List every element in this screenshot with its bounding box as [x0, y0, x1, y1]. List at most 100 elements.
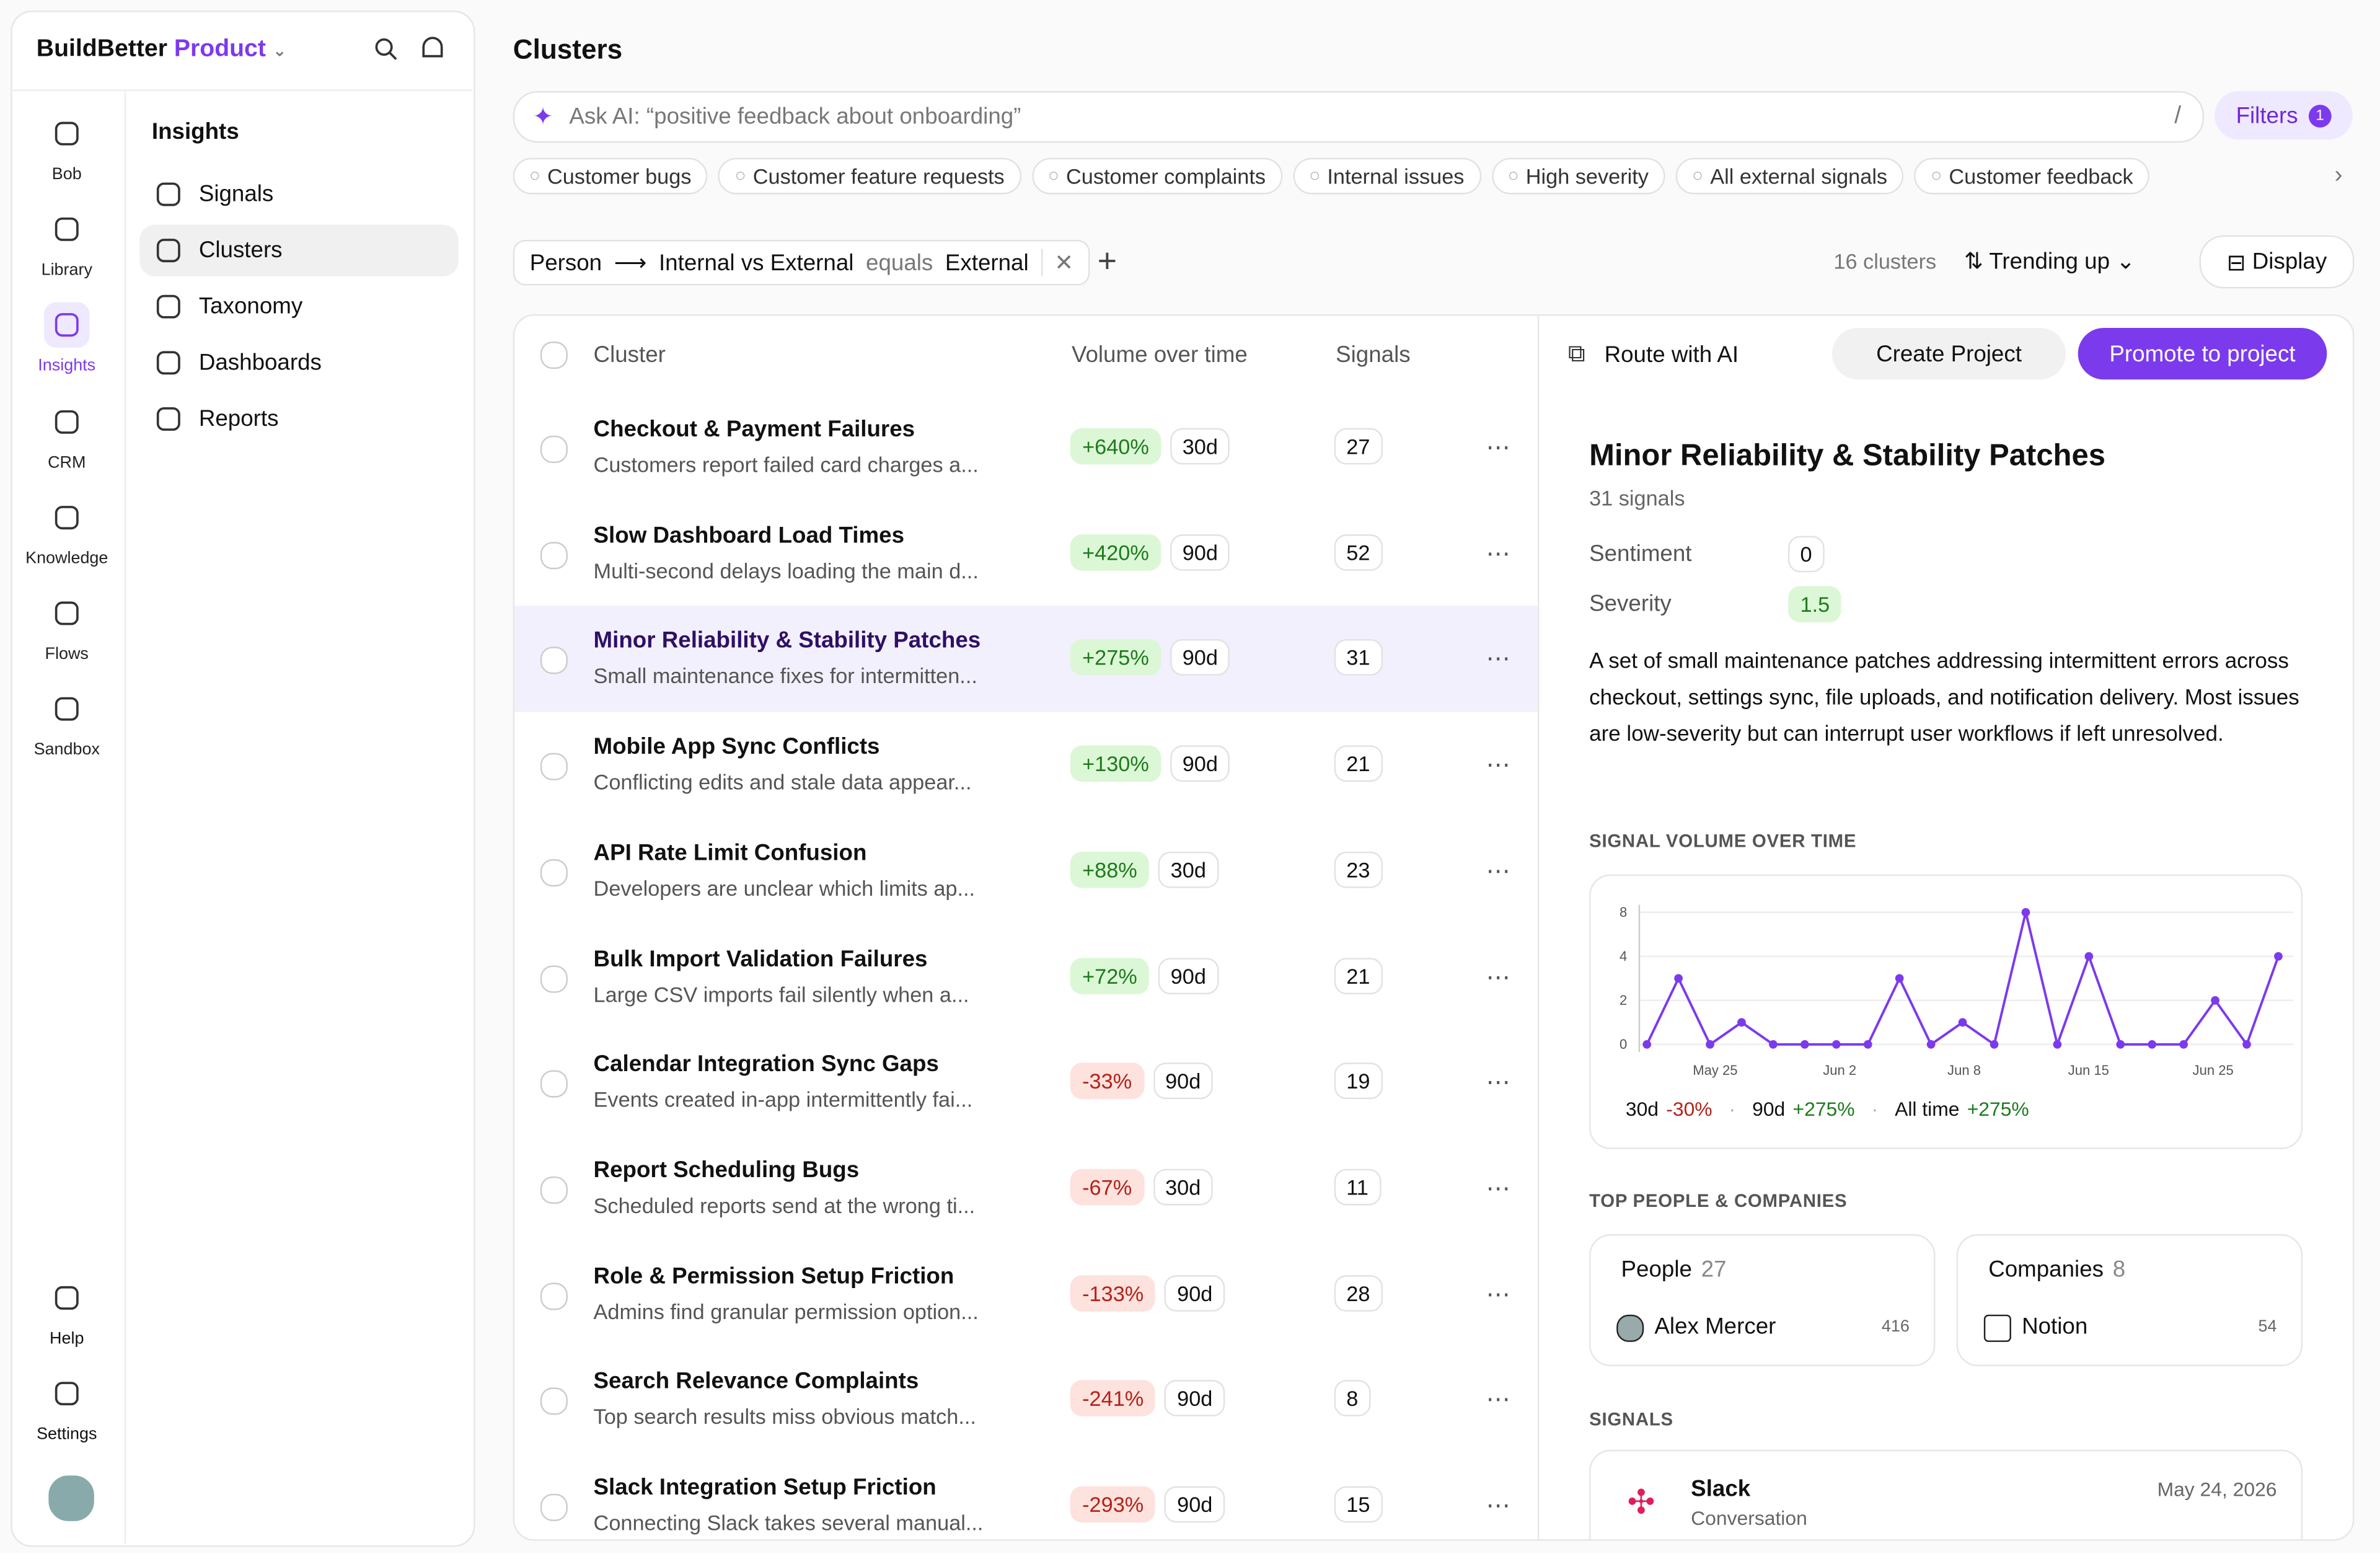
nav-label[interactable]: Insights	[38, 357, 96, 376]
cluster-desc: Admins find granular permission option..…	[593, 1299, 979, 1323]
x-tick-label: May 25	[1693, 1062, 1737, 1078]
header-icons[interactable]	[373, 37, 449, 64]
subnav-item[interactable]: Signals	[198, 181, 274, 208]
point	[1895, 974, 1904, 983]
row-menu[interactable]: ⋯	[1486, 435, 1510, 462]
checkbox[interactable]	[540, 342, 568, 369]
checkbox[interactable]	[540, 647, 568, 675]
add-filter[interactable]: +	[1097, 241, 1117, 280]
table-row[interactable]: Search Relevance Complaints Top search re…	[514, 1346, 1538, 1455]
volume: -293% 90d	[1070, 1486, 1374, 1523]
window-badge: 90d	[1165, 1486, 1225, 1523]
checkbox[interactable]	[540, 1282, 568, 1310]
shortcut: /	[2174, 103, 2182, 130]
checkbox[interactable]	[540, 435, 568, 463]
nav-label[interactable]: Settings	[37, 1425, 97, 1444]
row-menu[interactable]: ⋯	[1486, 1176, 1510, 1203]
change-badge: -133%	[1070, 1274, 1156, 1311]
cluster-title: Mobile App Sync Conflicts	[593, 734, 880, 760]
chip[interactable]: ◌ Customer feature requests	[718, 157, 1021, 195]
column-header: Cluster	[593, 342, 666, 368]
table-row[interactable]: Minor Reliability & Stability Patches Sma…	[514, 606, 1538, 714]
cluster-title: Calendar Integration Sync Gaps	[593, 1051, 939, 1078]
sort[interactable]: ⇅ Trending up ⌄	[1964, 249, 2136, 275]
table-row[interactable]: Slow Dashboard Load Times Multi-second de…	[514, 500, 1538, 609]
action-route[interactable]: Route with AI	[1604, 342, 1739, 368]
table-row[interactable]: Calendar Integration Sync Gaps Events cre…	[514, 1029, 1538, 1137]
card-label: People	[1621, 1256, 1692, 1283]
checkbox[interactable]	[540, 1071, 568, 1098]
action-promote[interactable]: Promote to project	[2078, 327, 2327, 380]
table-row[interactable]: Report Scheduling Bugs Scheduled reports …	[514, 1135, 1538, 1243]
filter-field: Person	[529, 249, 602, 276]
people-card[interactable]: People 27 Alex Mercer 416	[1589, 1234, 1936, 1367]
change-badge: -293%	[1070, 1486, 1156, 1523]
chip[interactable]: ◌ Customer bugs	[513, 157, 708, 195]
table-row[interactable]: API Rate Limit Confusion Developers are u…	[514, 818, 1538, 926]
checkbox[interactable]	[540, 1388, 568, 1416]
icon	[156, 407, 180, 431]
companies-card[interactable]: Companies 8 Notion 54	[1956, 1234, 2303, 1367]
chip[interactable]: ◌ All external signals	[1676, 157, 1905, 195]
content-card: Cluster Volume over time Signals Checkout &…	[513, 314, 2355, 1541]
table-row[interactable]: Slack Integration Setup Friction Connecti…	[514, 1452, 1538, 1540]
nav-label[interactable]: Bob	[51, 165, 82, 184]
filter[interactable]: Person ⟶ Internal vs External equals Extern…	[513, 239, 1091, 286]
subnav-title: Insights	[151, 119, 239, 145]
table-row[interactable]: Mobile App Sync Conflicts Conflicting edi…	[514, 712, 1538, 820]
checkbox[interactable]	[540, 1176, 568, 1204]
subnav-item[interactable]: Reports	[198, 406, 279, 432]
point	[2274, 952, 2283, 961]
row-menu[interactable]: ⋯	[1486, 1388, 1510, 1414]
nav-label[interactable]: Sandbox	[33, 741, 100, 759]
row-menu[interactable]: ⋯	[1486, 541, 1510, 568]
checkbox[interactable]	[540, 1493, 568, 1521]
cluster-title: Minor Reliability & Stability Patches	[593, 628, 981, 655]
chip[interactable]: ◌ High severity	[1491, 157, 1665, 195]
filters-button[interactable]: Filters 1	[2215, 91, 2353, 140]
row-menu[interactable]: ⋯	[1486, 1071, 1510, 1097]
search-bar[interactable]: ✦ Ask AI: “positive feedback about onboa…	[513, 91, 2204, 143]
row-menu[interactable]: ⋯	[1486, 965, 1510, 991]
checkbox[interactable]	[540, 541, 568, 569]
nav-label[interactable]: Library	[41, 261, 92, 280]
table-row[interactable]: Role & Permission Setup Friction Admins f…	[514, 1241, 1538, 1349]
signal-card[interactable]: ✣ Slack Conversation May 24, 2026	[1589, 1449, 2303, 1540]
summary-window: All time	[1895, 1097, 1960, 1121]
subnav-item[interactable]: Taxonomy	[198, 293, 303, 320]
summary-window: 30d	[1625, 1097, 1659, 1121]
checkbox[interactable]	[540, 859, 568, 886]
avatar	[45, 1472, 97, 1524]
volume: +640% 30d	[1070, 428, 1374, 465]
table-row[interactable]: Checkout & Payment Failures Customers rep…	[514, 394, 1538, 503]
subnav-item[interactable]: Dashboards	[198, 350, 322, 376]
change-badge: +275%	[1070, 639, 1161, 676]
action-create[interactable]: Create Project	[1831, 327, 2066, 380]
row-menu[interactable]: ⋯	[1486, 1493, 1510, 1520]
nav-label[interactable]: Knowledge	[25, 549, 108, 568]
row-menu[interactable]: ⋯	[1486, 859, 1510, 885]
brand[interactable]: BuildBetter Product ⌄	[36, 36, 287, 63]
signals-badge: 21	[1334, 745, 1383, 782]
chip[interactable]: ◌ Internal issues	[1293, 157, 1481, 195]
nav-label[interactable]: Flows	[45, 645, 89, 664]
chip[interactable]: ◌ Customer feedback	[1915, 157, 2150, 195]
row-menu[interactable]: ⋯	[1486, 1282, 1510, 1309]
display-button[interactable]: ⊟ Display	[2199, 235, 2355, 289]
checkbox[interactable]	[540, 965, 568, 992]
checkbox[interactable]	[540, 753, 568, 781]
change-badge: +420%	[1070, 534, 1161, 571]
nav-label[interactable]: CRM	[48, 453, 86, 472]
row-menu[interactable]: ⋯	[1486, 753, 1510, 779]
volume: -241% 90d	[1070, 1380, 1374, 1417]
point	[1706, 1040, 1714, 1049]
point	[1800, 1040, 1809, 1049]
window-badge: 90d	[1170, 639, 1230, 676]
subnav-item[interactable]: Clusters	[198, 237, 283, 263]
window-badge: 90d	[1153, 1062, 1213, 1100]
chip[interactable]: ◌ Customer complaints	[1031, 157, 1282, 195]
row-menu[interactable]: ⋯	[1486, 647, 1510, 673]
nav-label[interactable]: Help	[50, 1330, 84, 1348]
table-row[interactable]: Bulk Import Validation Failures Large CSV…	[514, 924, 1538, 1032]
